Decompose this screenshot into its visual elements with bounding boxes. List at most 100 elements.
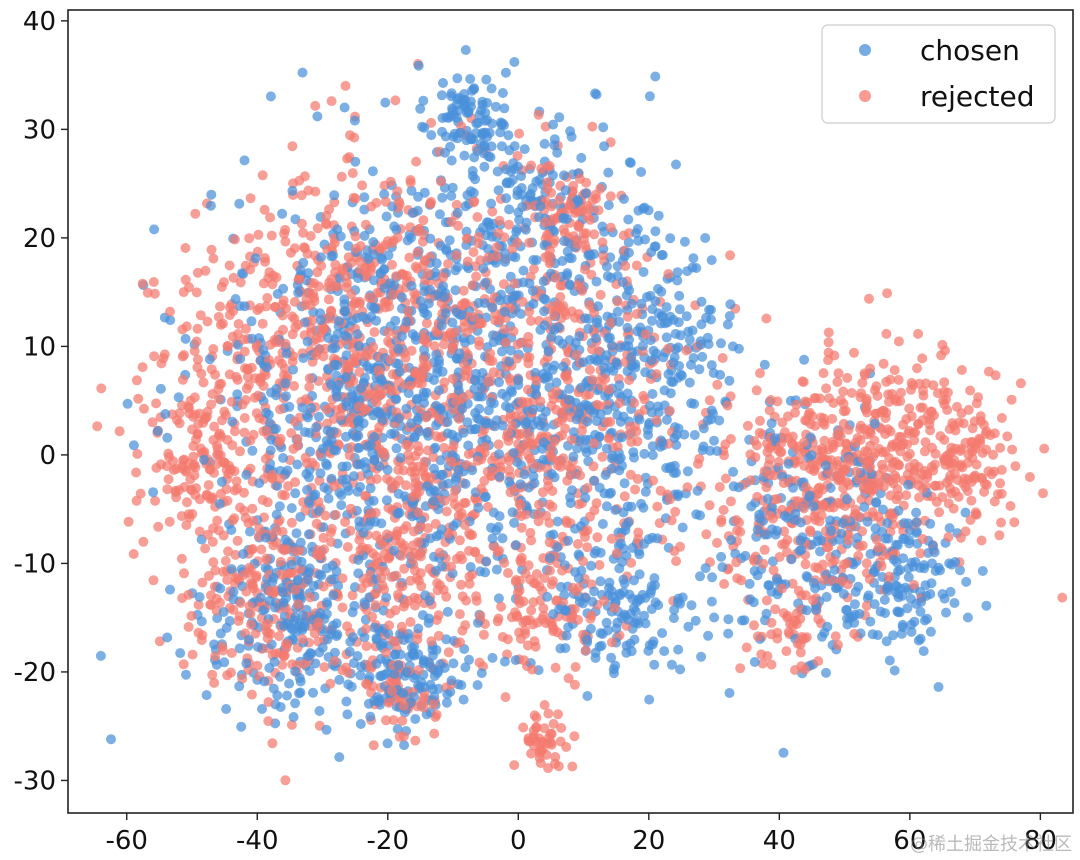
point-chosen bbox=[906, 626, 917, 637]
point-chosen bbox=[304, 427, 315, 438]
point-rejected bbox=[775, 447, 786, 458]
point-rejected bbox=[943, 532, 954, 543]
point-rejected bbox=[205, 464, 216, 475]
point-chosen bbox=[442, 428, 453, 439]
point-rejected bbox=[414, 224, 425, 235]
point-rejected bbox=[228, 272, 239, 283]
point-rejected bbox=[186, 610, 197, 621]
point-rejected bbox=[149, 351, 160, 362]
point-chosen bbox=[278, 453, 289, 463]
point-chosen bbox=[295, 512, 306, 522]
point-chosen bbox=[582, 634, 592, 645]
point-rejected bbox=[245, 264, 255, 275]
point-rejected bbox=[871, 381, 882, 392]
point-chosen bbox=[591, 276, 602, 287]
point-chosen bbox=[715, 369, 726, 380]
point-chosen bbox=[661, 302, 672, 313]
point-chosen bbox=[406, 185, 417, 196]
point-chosen bbox=[565, 126, 576, 137]
point-rejected bbox=[336, 171, 347, 182]
point-rejected bbox=[396, 621, 407, 632]
point-rejected bbox=[493, 439, 504, 450]
point-rejected bbox=[988, 449, 999, 460]
point-chosen bbox=[277, 208, 288, 219]
point-rejected bbox=[421, 411, 432, 422]
point-rejected bbox=[808, 595, 819, 606]
point-chosen bbox=[359, 192, 370, 203]
point-chosen bbox=[610, 660, 621, 671]
point-rejected bbox=[246, 544, 257, 555]
point-rejected bbox=[412, 634, 423, 645]
point-rejected bbox=[191, 287, 202, 298]
point-rejected bbox=[164, 516, 175, 527]
point-chosen bbox=[865, 549, 876, 559]
point-rejected bbox=[365, 508, 376, 519]
point-chosen bbox=[460, 95, 471, 105]
point-chosen bbox=[355, 719, 366, 729]
point-chosen bbox=[716, 551, 727, 562]
point-rejected bbox=[471, 271, 482, 282]
point-chosen bbox=[268, 683, 279, 694]
point-chosen bbox=[842, 494, 852, 505]
point-chosen bbox=[509, 57, 520, 67]
point-chosen bbox=[576, 382, 587, 393]
point-chosen bbox=[428, 485, 439, 496]
point-rejected bbox=[147, 417, 158, 428]
point-chosen bbox=[551, 377, 562, 388]
point-chosen bbox=[452, 262, 463, 273]
point-chosen bbox=[314, 411, 324, 422]
point-rejected bbox=[365, 266, 376, 277]
point-rejected bbox=[292, 433, 303, 444]
point-rejected bbox=[550, 272, 561, 283]
point-rejected bbox=[246, 689, 257, 700]
point-chosen bbox=[701, 312, 712, 323]
point-chosen bbox=[434, 209, 445, 220]
point-rejected bbox=[252, 305, 263, 316]
point-chosen bbox=[626, 298, 637, 309]
point-rejected bbox=[880, 446, 891, 457]
point-rejected bbox=[989, 428, 1000, 439]
point-rejected bbox=[800, 559, 811, 570]
point-chosen bbox=[606, 463, 617, 474]
point-rejected bbox=[192, 362, 203, 373]
point-rejected bbox=[835, 431, 846, 442]
point-chosen bbox=[333, 580, 344, 591]
point-rejected bbox=[625, 469, 636, 480]
point-chosen bbox=[379, 189, 390, 200]
point-rejected bbox=[851, 466, 862, 477]
point-rejected bbox=[340, 80, 351, 91]
point-rejected bbox=[794, 454, 805, 465]
point-chosen bbox=[181, 669, 191, 680]
point-chosen bbox=[882, 518, 893, 528]
point-rejected bbox=[873, 542, 884, 553]
point-chosen bbox=[761, 608, 772, 619]
point-chosen bbox=[463, 106, 474, 117]
point-rejected bbox=[207, 669, 218, 680]
point-rejected bbox=[764, 454, 775, 465]
point-rejected bbox=[176, 553, 187, 564]
point-chosen bbox=[288, 364, 299, 375]
point-chosen bbox=[700, 233, 711, 243]
point-rejected bbox=[362, 679, 373, 690]
point-chosen bbox=[371, 658, 382, 669]
point-chosen bbox=[804, 490, 815, 501]
point-chosen bbox=[585, 623, 596, 634]
point-rejected bbox=[246, 619, 256, 630]
point-rejected bbox=[274, 436, 285, 447]
point-rejected bbox=[467, 280, 478, 291]
point-rejected bbox=[503, 568, 513, 578]
point-rejected bbox=[482, 501, 493, 512]
point-chosen bbox=[695, 510, 705, 521]
point-chosen bbox=[265, 91, 276, 102]
point-chosen bbox=[670, 328, 681, 339]
point-chosen bbox=[162, 432, 173, 443]
point-chosen bbox=[786, 554, 797, 565]
point-chosen bbox=[941, 607, 951, 618]
point-chosen bbox=[494, 471, 505, 482]
point-rejected bbox=[946, 488, 957, 499]
point-rejected bbox=[971, 398, 982, 409]
point-rejected bbox=[909, 579, 919, 590]
point-chosen bbox=[849, 599, 860, 610]
point-chosen bbox=[330, 343, 341, 354]
point-rejected bbox=[419, 692, 429, 703]
